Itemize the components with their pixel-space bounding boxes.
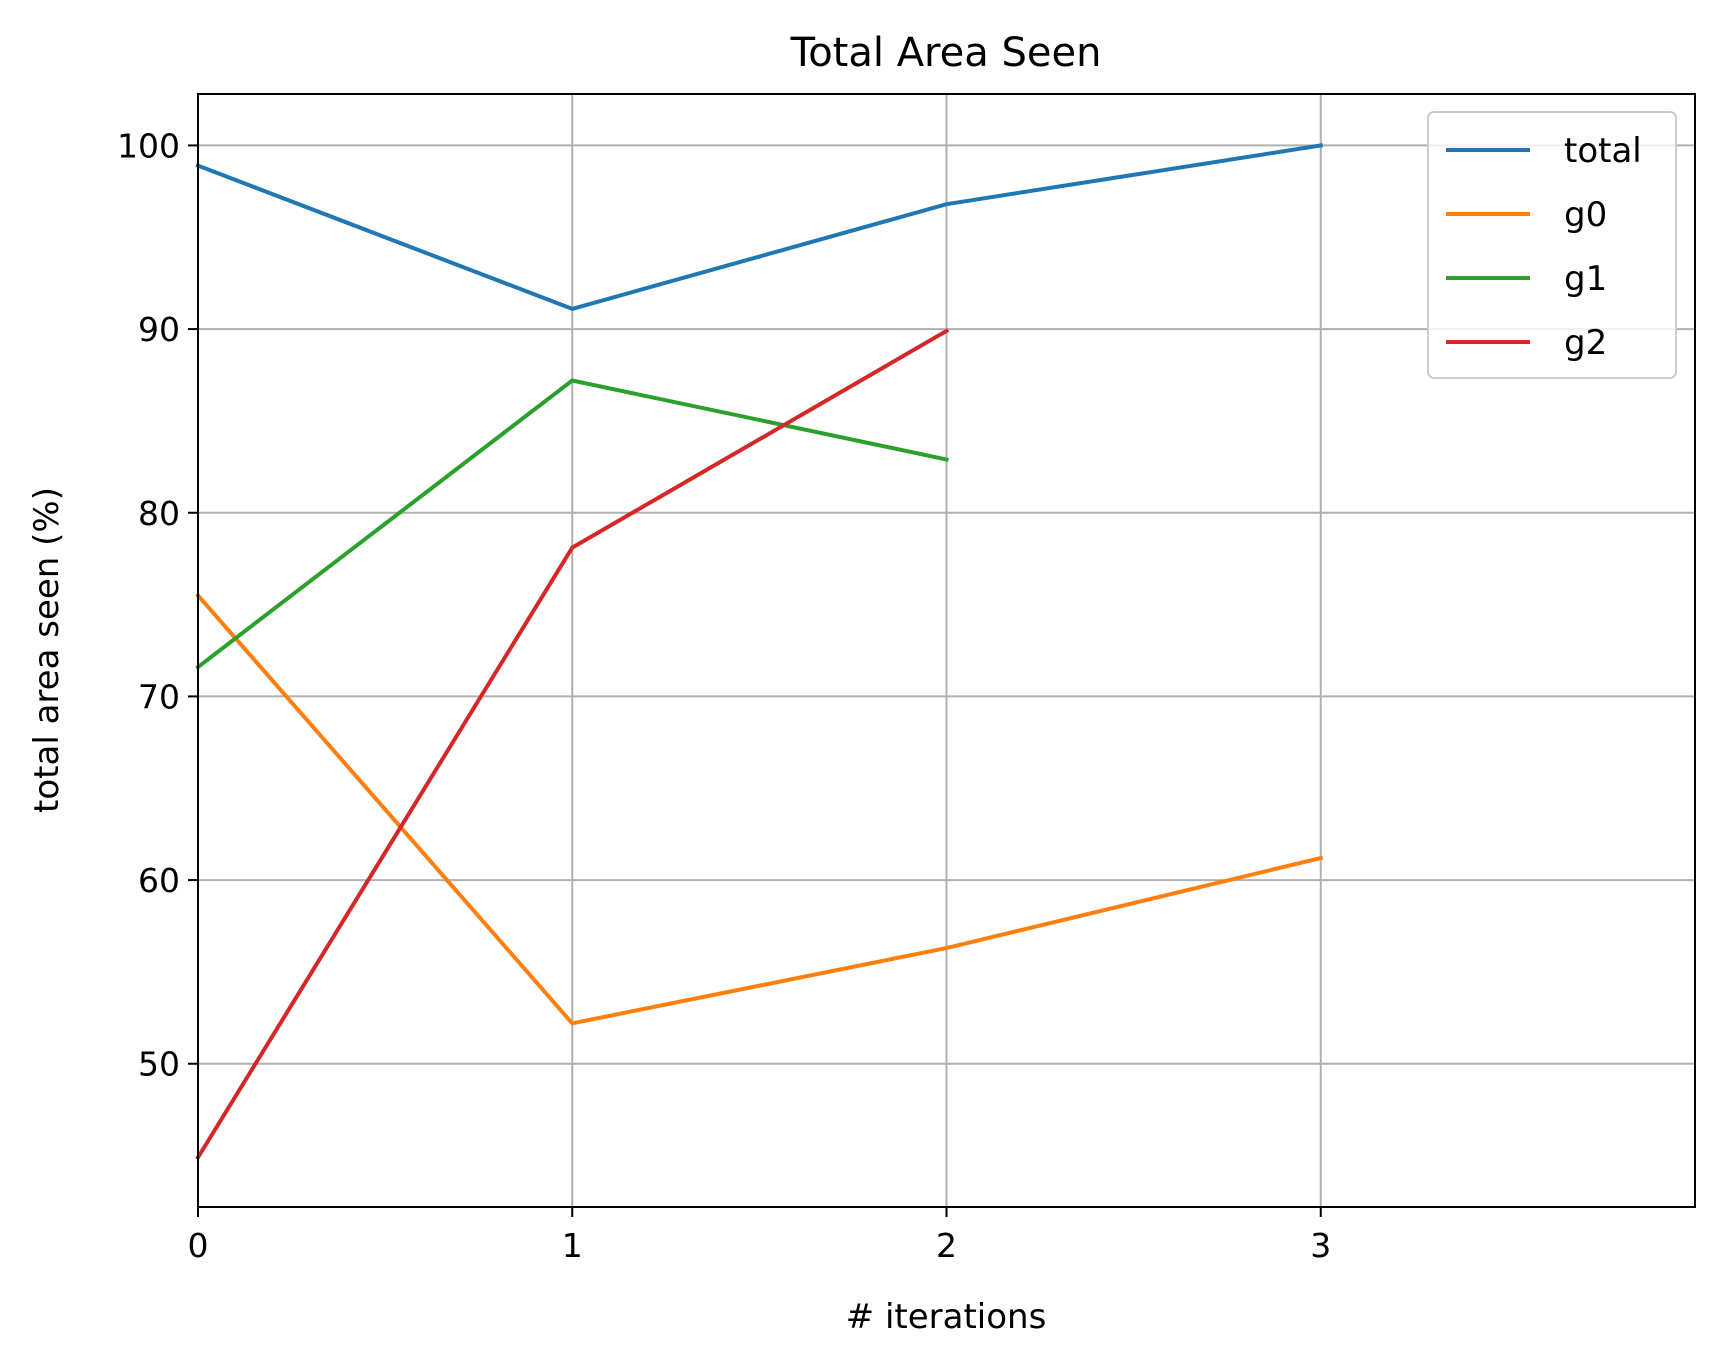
series-line-total (195, 143, 1324, 311)
x-tick-label: 2 (936, 1226, 957, 1265)
chart-title: Total Area Seen (790, 30, 1102, 76)
x-tick-label: 1 (562, 1226, 583, 1265)
series-layer (195, 143, 1324, 1161)
legend-label-total: total (1564, 131, 1642, 171)
x-tick-label: 0 (188, 1226, 209, 1265)
x-axis-label: # iterations (846, 1297, 1047, 1337)
legend-label-g2: g2 (1564, 323, 1607, 363)
series-line-g0 (195, 592, 1324, 1026)
series-line-g2 (195, 328, 950, 1161)
y-tick-label: 80 (138, 494, 180, 533)
legend-label-g0: g0 (1564, 195, 1607, 235)
y-tick-label: 100 (117, 126, 180, 165)
y-tick-label: 50 (138, 1045, 180, 1084)
tick-layer: 0 1 2 3 50 60 70 80 90 100 (117, 126, 1331, 1265)
x-tick-label: 3 (1310, 1226, 1331, 1265)
legend: total g0 g1 g2 (1427, 111, 1677, 379)
y-tick-label: 70 (138, 677, 180, 716)
series-line-g1 (195, 378, 949, 670)
y-tick-label: 60 (138, 861, 180, 900)
y-tick-label: 90 (138, 310, 180, 349)
legend-label-g1: g1 (1564, 259, 1607, 299)
legend-box (1427, 111, 1677, 379)
y-axis-label: total area seen (%) (27, 487, 67, 813)
